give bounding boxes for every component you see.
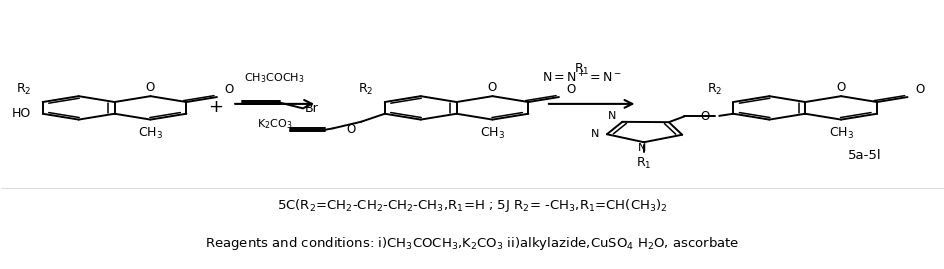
Text: K$_2$CO$_3$: K$_2$CO$_3$ [257,117,292,131]
Text: R$_2$: R$_2$ [706,82,721,97]
Text: O: O [145,81,155,94]
Text: +: + [208,98,223,116]
Text: N: N [590,129,598,139]
Text: R$_1$: R$_1$ [574,62,589,77]
Text: O: O [914,83,923,96]
Text: O: O [835,81,845,94]
Text: O: O [346,123,355,136]
Text: N: N [608,111,616,121]
Text: R$_2$: R$_2$ [16,82,31,97]
Text: Reagents and conditions: i)CH$_3$COCH$_3$,K$_2$CO$_3$ ii)alkylazide,CuSO$_4$ H$_: Reagents and conditions: i)CH$_3$COCH$_3… [205,235,739,252]
Text: CH$_3$: CH$_3$ [828,125,852,140]
Text: CH$_3$: CH$_3$ [138,125,163,140]
Text: CH$_3$COCH$_3$: CH$_3$COCH$_3$ [244,72,305,85]
Text: R$_2$: R$_2$ [358,82,373,97]
Text: O: O [700,110,709,123]
Text: R$_1$: R$_1$ [635,155,651,171]
Text: N$=$N$^+$$=$N$^-$: N$=$N$^+$$=$N$^-$ [542,70,622,85]
Text: O: O [224,83,233,96]
Text: 5C(R$_2$=CH$_2$-CH$_2$-CH$_2$-CH$_3$,R$_1$=H ; 5J R$_2$= -CH$_3$,R$_1$=CH(CH$_3$: 5C(R$_2$=CH$_2$-CH$_2$-CH$_2$-CH$_3$,R$_… [277,197,667,214]
Text: 5a-5l: 5a-5l [847,149,881,162]
Text: CH$_3$: CH$_3$ [480,125,504,140]
Text: HO: HO [12,107,31,120]
Text: O: O [487,81,497,94]
Text: O: O [565,83,575,96]
Text: N: N [637,143,646,153]
Text: Br: Br [305,102,318,115]
